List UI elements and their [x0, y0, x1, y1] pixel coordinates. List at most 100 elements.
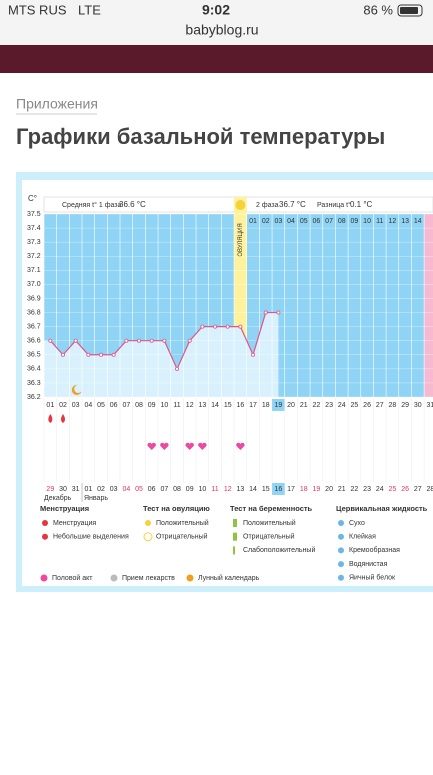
temp-point: [251, 352, 256, 357]
phase2-day: 08: [338, 218, 346, 225]
date-label: 16: [274, 486, 282, 493]
phase1-label: Средняя t° 1 фаза: [62, 201, 121, 209]
y-tick-label: 36.4: [27, 366, 41, 373]
banner[interactable]: [0, 45, 433, 73]
temp-point: [137, 338, 142, 343]
legend-icon: [233, 519, 237, 527]
temp-point: [213, 324, 218, 329]
phase2-day: 11: [376, 218, 383, 225]
date-label: 23: [363, 486, 371, 493]
date-label: 07: [160, 486, 168, 493]
y-tick-label: 36.9: [27, 295, 41, 302]
heart: [236, 442, 245, 450]
legend-icon: [42, 520, 48, 526]
day-label: 14: [211, 402, 219, 409]
phase2-day: 12: [389, 218, 397, 225]
drop: [48, 414, 53, 423]
day-label: 13: [198, 402, 206, 409]
phase2-day: 01: [249, 218, 257, 225]
legend-item: Положительный: [243, 519, 296, 527]
legend-icon: [110, 574, 118, 582]
date-label: 24: [376, 486, 384, 493]
temp-point: [111, 352, 116, 357]
battery: 86 %: [363, 2, 393, 17]
day-label: 29: [401, 402, 409, 409]
legend-item: Отрицательный: [156, 533, 208, 541]
date-label: 21: [338, 486, 346, 493]
date-label: 13: [236, 486, 244, 493]
legend-item: Половой акт: [52, 574, 93, 582]
temp-point: [99, 352, 104, 357]
date-label: 29: [46, 486, 54, 493]
legend-icon: [338, 533, 344, 540]
date-label: 05: [135, 486, 143, 493]
diff-label: Разница t°: [317, 201, 351, 209]
date-label: 19: [313, 486, 321, 493]
day-label: 17: [249, 402, 257, 409]
phase2-day: 13: [401, 218, 409, 225]
day-label: 31: [427, 402, 433, 409]
day-label: 01: [46, 402, 54, 409]
browser-bar: [0, 0, 433, 45]
url[interactable]: babyblog.ru: [185, 22, 258, 38]
temp-point: [175, 366, 180, 371]
legend-icon: [338, 561, 344, 568]
legend-icon: [233, 546, 235, 555]
day-label: 23: [325, 402, 333, 409]
legend-item: Кремообразная: [349, 546, 400, 554]
day-label: 04: [84, 402, 92, 409]
phase2-day: 06: [313, 218, 321, 225]
legend-item: Клейкая: [349, 533, 376, 541]
page-title: Графики базальной температуры: [16, 124, 385, 149]
phase2-day: 07: [325, 218, 333, 225]
day-label: 09: [148, 402, 156, 409]
legend-item: Водянистая: [349, 561, 388, 568]
day-label: 26: [363, 402, 371, 409]
date-label: 18: [300, 486, 308, 493]
y-tick-label: 37.4: [27, 225, 41, 232]
ovulation-dot: [235, 200, 246, 210]
next-cycle: [424, 214, 433, 397]
day-label: 20: [287, 402, 295, 409]
breadcrumb[interactable]: Приложения: [16, 96, 98, 112]
date-label: 15: [262, 486, 270, 493]
temp-point: [86, 352, 91, 357]
date-label: 27: [414, 486, 422, 493]
phase2-day: 05: [300, 218, 308, 225]
date-label: 11: [211, 486, 218, 493]
temp-point: [263, 310, 268, 315]
date-label: 26: [401, 486, 409, 493]
battery-icon: [397, 4, 423, 17]
ovulation-label: ОВУЛЯЦИЯ: [238, 223, 244, 256]
legend-title: Тест на овуляцию: [143, 504, 210, 513]
phase2-day: 09: [351, 218, 359, 225]
phase2-label: 2 фаза: [256, 202, 279, 209]
phase2-day: 14: [414, 218, 422, 225]
legend-title: Цервикальная жидкость: [336, 504, 428, 513]
phase2-day: 02: [262, 218, 270, 225]
date-label: 03: [110, 486, 118, 493]
y-tick-label: 36.5: [27, 352, 41, 359]
y-tick-label: 36.7: [27, 323, 41, 330]
temp-point: [276, 310, 281, 315]
date-label: 25: [389, 486, 397, 493]
diff-value: 0.1 °C: [350, 200, 373, 209]
temp-point: [225, 324, 230, 329]
legend-title: Тест на беременность: [230, 504, 313, 513]
legend-icon: [145, 520, 151, 526]
phase2-value: 36.7 °C: [279, 200, 306, 209]
heart: [160, 442, 169, 450]
temp-point: [61, 352, 66, 357]
legend-icon: [40, 574, 48, 582]
legend-icon: [338, 520, 344, 526]
y-tick-label: 37.5: [27, 211, 41, 218]
date-label: 17: [287, 486, 295, 493]
day-label: 19: [274, 402, 282, 409]
y-tick-label: 36.3: [27, 380, 41, 387]
temp-point: [162, 338, 167, 343]
unit: C°: [28, 194, 37, 203]
day-label: 27: [376, 402, 384, 409]
today-box: [272, 399, 285, 411]
date-label: 09: [186, 486, 194, 493]
